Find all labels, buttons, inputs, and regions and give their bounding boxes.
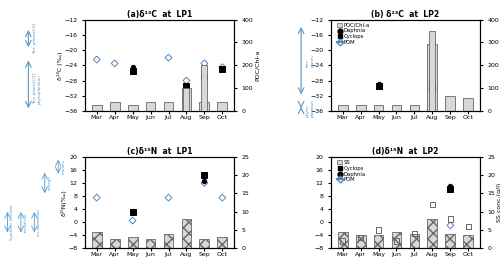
Point [446,187,454,192]
Bar [338,232,347,248]
Point [200,74,208,79]
Bar [410,105,420,111]
Point [128,69,136,73]
Point [92,57,100,62]
Text: forest/soil: forest/soil [24,213,28,232]
Point [92,195,100,200]
Point [128,65,136,69]
Title: (b) δ¹³C  at  LP2: (b) δ¹³C at LP2 [372,10,440,19]
Point [374,228,382,232]
Point [446,223,454,228]
Bar [110,239,120,248]
Title: (c)δ¹⁵N  at  LP1: (c)δ¹⁵N at LP1 [127,147,192,156]
Point [128,210,136,215]
Bar [464,235,473,248]
Point [392,239,400,243]
Bar [464,98,473,111]
Bar [110,102,120,111]
Point [128,218,136,223]
Text: Synthetic fertilizer: Synthetic fertilizer [10,204,14,240]
Bar [146,239,156,248]
Point [200,61,208,66]
Bar [146,102,156,111]
Bar [428,44,438,111]
Bar [446,96,456,111]
Point [464,224,472,229]
Bar [202,65,207,111]
Point [164,56,172,60]
Text: Terr. plants[C3]
phytoplankton: Terr. plants[C3] phytoplankton [33,73,42,104]
Text: Terr. plants[C4]: Terr. plants[C4] [33,23,37,54]
Bar [338,105,347,111]
Point [338,239,346,243]
Point [200,181,208,185]
Text: manure: manure [61,159,65,174]
Point [200,172,208,177]
Point [218,65,226,69]
Bar [374,235,384,248]
Y-axis label: POC/Chl-a: POC/Chl-a [255,50,260,81]
Bar [218,237,228,248]
Point [446,217,454,221]
Bar [128,237,138,248]
Point [110,61,118,66]
Bar [374,105,384,111]
Bar [356,235,366,248]
Y-axis label: δ¹⁵N(‰): δ¹⁵N(‰) [60,189,66,216]
Bar [184,88,190,111]
Point [374,84,382,88]
Bar [200,102,209,111]
Y-axis label: SS conc.(g/l): SS conc.(g/l) [497,183,500,222]
Bar [182,88,192,111]
Bar [410,234,420,248]
Legend: POC/Chl-a, Daphnia, Cyclops, POM: POC/Chl-a, Daphnia, Cyclops, POM [336,22,370,45]
Y-axis label: δ¹³C (‰): δ¹³C (‰) [56,51,62,80]
Point [410,232,418,236]
Bar [92,105,102,111]
Point [218,195,226,200]
Point [182,78,190,83]
Point [164,195,172,200]
Bar [428,219,438,248]
Point [446,184,454,188]
Point [428,84,436,88]
Title: (a)δ¹³C  at  LP1: (a)δ¹³C at LP1 [127,10,192,19]
Point [356,235,364,240]
Bar [430,31,436,111]
Text: air deposition: air deposition [38,209,42,236]
Bar [182,219,192,248]
Text: sewage: sewage [48,175,52,190]
Bar [446,234,456,248]
Legend: SS, Cyclops, Daphnia, POM: SS, Cyclops, Daphnia, POM [336,159,366,183]
Text: terr.
plants: terr. plants [306,54,314,67]
Point [200,179,208,184]
Bar [164,234,173,248]
Bar [200,239,209,248]
Bar [92,232,102,248]
Point [128,208,136,213]
Bar [164,102,173,111]
Point [428,88,436,92]
Title: (d)δ¹⁵N  at  LP2: (d)δ¹⁵N at LP2 [372,147,438,156]
Point [218,67,226,71]
Bar [392,232,402,248]
Point [428,202,436,207]
Point [374,82,382,86]
Bar [392,105,402,111]
Text: phyto-
plankton: phyto- plankton [306,98,314,117]
Point [182,84,190,88]
Bar [128,105,138,111]
Bar [356,105,366,111]
Bar [218,102,228,111]
